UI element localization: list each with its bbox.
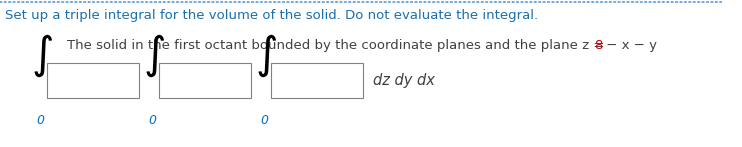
Bar	[47, 63, 139, 98]
Text: 8: 8	[594, 39, 603, 51]
Text: $\int$: $\int$	[255, 33, 277, 79]
Text: dz dy dx: dz dy dx	[372, 72, 435, 87]
Text: Set up a triple integral for the volume of the solid. Do not evaluate the integr: Set up a triple integral for the volume …	[5, 9, 538, 22]
Text: $\int$: $\int$	[31, 33, 53, 79]
Text: The solid in the first octant bounded by the coordinate planes and the plane z =: The solid in the first octant bounded by…	[67, 39, 608, 51]
Text: 0: 0	[260, 114, 268, 127]
Text: $\int$: $\int$	[143, 33, 165, 79]
Text: 0: 0	[36, 114, 44, 127]
Text: 0: 0	[148, 114, 156, 127]
Bar	[159, 63, 251, 98]
Bar	[271, 63, 363, 98]
Text: − x − y: − x − y	[602, 39, 657, 51]
